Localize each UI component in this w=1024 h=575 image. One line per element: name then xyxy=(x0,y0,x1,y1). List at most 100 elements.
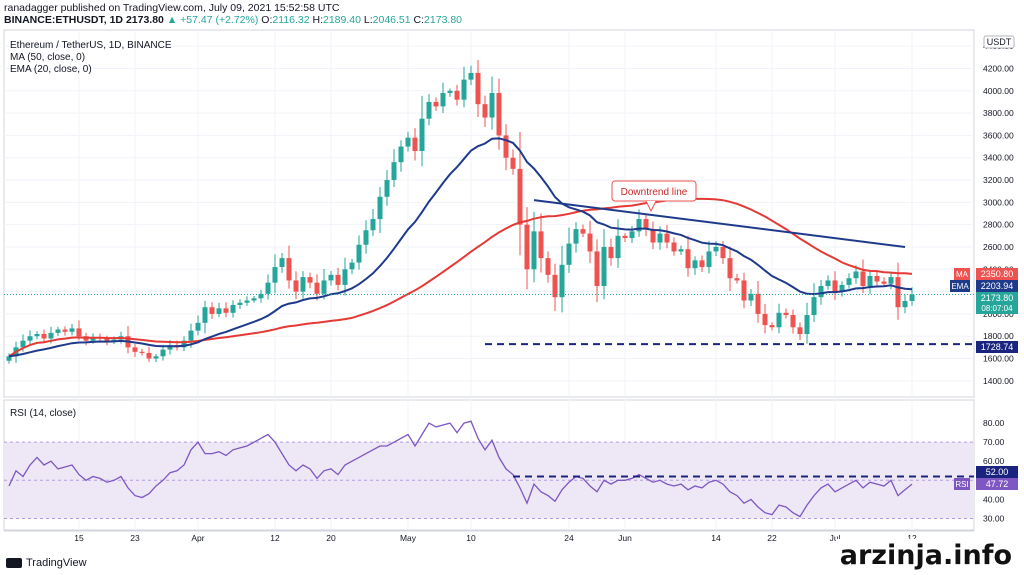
candle-body xyxy=(881,281,887,284)
rsi-level-badge: 52.00 xyxy=(976,466,1018,478)
rsi-value-badge: RSI 47.72 xyxy=(954,478,1018,490)
ohlc-header: BINANCE:ETHUSDT, 1D 2173.80 ▲ +57.47 (+2… xyxy=(4,14,463,26)
ma-badge-value: 2350.80 xyxy=(981,269,1014,279)
candle-body xyxy=(692,260,698,269)
candle-body xyxy=(195,322,201,331)
candle-body xyxy=(461,79,467,100)
candle-body xyxy=(251,298,257,301)
candle-body xyxy=(62,329,68,332)
time-tick-label: 24 xyxy=(564,533,574,543)
ema-20-line xyxy=(8,137,913,358)
candle-body xyxy=(825,280,831,287)
rsi-band-fill xyxy=(4,442,974,519)
candle-body xyxy=(727,258,733,279)
candle-body xyxy=(433,101,439,107)
publish-info: ranadagger published on TradingView.com,… xyxy=(4,2,340,14)
ma-50-line xyxy=(8,197,913,358)
candle-body xyxy=(41,333,47,339)
tradingview-logo[interactable]: TradingView xyxy=(6,557,87,569)
candle-body xyxy=(419,118,425,152)
downtrend-callout: Downtrend line xyxy=(611,180,697,213)
candle-body xyxy=(573,229,579,244)
candle-body xyxy=(202,307,208,323)
candle-body xyxy=(818,286,824,298)
price-tick-label: 2800.00 xyxy=(983,220,1014,230)
tradingview-label: TradingView xyxy=(26,557,87,569)
candle-body xyxy=(608,246,614,259)
candle-body xyxy=(580,229,586,234)
candle-body xyxy=(272,267,278,283)
candle-body xyxy=(223,308,229,313)
price-tick-label: 3800.00 xyxy=(983,108,1014,118)
main-pane[interactable] xyxy=(3,29,975,398)
candle-body xyxy=(685,249,691,269)
price-change: ▲ +57.47 (+2.72%) xyxy=(166,14,259,26)
candle-body xyxy=(678,249,684,252)
candle-body xyxy=(804,315,810,334)
price-badge-value: 2173.80 xyxy=(981,293,1014,303)
candle-body xyxy=(132,347,138,352)
candle-body xyxy=(146,352,152,359)
time-axis[interactable]: 15 23 Apr 12 20 May 10 24 Jun 14 22 Jul 12 xyxy=(4,530,974,543)
candle-body xyxy=(321,280,327,294)
pair-legend: Ethereum / TetherUS, 1D, BINANCE xyxy=(10,40,172,51)
rsi-badge-label: RSI xyxy=(955,480,968,489)
high-value: 2189.40 xyxy=(323,14,361,26)
candle-body xyxy=(370,219,376,231)
candle-body xyxy=(622,235,628,239)
candle-body xyxy=(209,307,215,314)
rsi-level-value: 52.00 xyxy=(986,467,1009,477)
rsi-tick-label: 70.00 xyxy=(983,437,1005,447)
time-tick-label: 15 xyxy=(74,533,84,543)
candle-body xyxy=(531,231,537,270)
ma-legend: MA (50, close, 0) xyxy=(10,52,85,63)
candle-body xyxy=(468,72,474,80)
candle-body xyxy=(860,271,866,287)
candle-body xyxy=(76,328,82,337)
candle-body xyxy=(363,230,369,245)
candle-body xyxy=(356,244,362,263)
candle-body xyxy=(188,330,194,341)
candle-body xyxy=(482,104,488,118)
currency-label: USDT xyxy=(987,37,1012,47)
candle-body xyxy=(300,277,306,292)
candle-body xyxy=(748,293,754,301)
rsi-badge-value: 47.72 xyxy=(986,479,1009,489)
price-tick-label: 3200.00 xyxy=(983,175,1014,185)
time-tick-label: 23 xyxy=(130,533,140,543)
rsi-tick-label: 60.00 xyxy=(983,456,1005,466)
price-tick-label: 2600.00 xyxy=(983,242,1014,252)
candle-body xyxy=(20,340,26,348)
candle-body xyxy=(349,262,355,270)
candle-body xyxy=(496,93,502,136)
candle-body xyxy=(489,93,495,118)
candle-body xyxy=(909,294,915,301)
downtrend-label: Downtrend line xyxy=(621,187,688,198)
candle-body xyxy=(545,258,551,275)
candle-body xyxy=(55,329,61,333)
candle-body xyxy=(160,349,166,357)
candle-body xyxy=(832,280,838,292)
candle-body xyxy=(601,246,607,287)
candle-body xyxy=(440,93,446,107)
currency-box[interactable] xyxy=(983,35,1015,49)
candle-body xyxy=(384,180,390,197)
candle-body xyxy=(713,246,719,252)
candle-body xyxy=(342,269,348,285)
time-tick-label: 14 xyxy=(711,533,721,543)
candle-body xyxy=(335,274,341,285)
close-value: 2173.80 xyxy=(424,14,463,26)
candle-body xyxy=(853,271,859,279)
candle-body xyxy=(783,312,789,316)
candle-body xyxy=(538,231,544,259)
candle-body xyxy=(902,300,908,308)
candle-body xyxy=(27,336,33,341)
candle-body xyxy=(769,325,775,328)
candle-body xyxy=(447,90,453,94)
last-price: 2173.80 xyxy=(125,14,164,26)
candle-body xyxy=(664,233,670,243)
candle-body xyxy=(314,282,320,294)
countdown-value: 08:07:04 xyxy=(981,304,1013,313)
candle-body xyxy=(797,327,803,334)
